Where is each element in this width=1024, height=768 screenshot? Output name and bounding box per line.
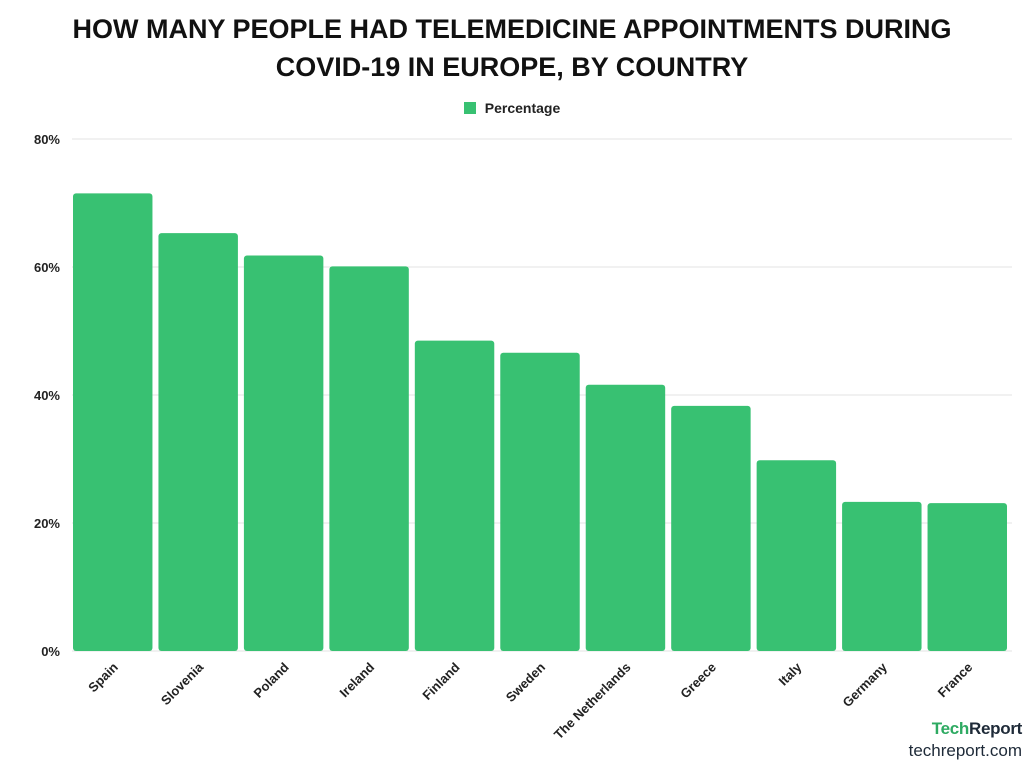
- bar-ireland: [329, 266, 409, 651]
- legend-swatch: [463, 102, 476, 114]
- bar-france: [927, 503, 1007, 651]
- bar-greece: [671, 405, 751, 651]
- x-tick-label-2: Poland: [251, 659, 292, 700]
- bar-sweden: [500, 352, 580, 651]
- brand-logo: TechReport: [909, 718, 1023, 740]
- x-tick-label-6: The Netherlands: [551, 660, 634, 743]
- y-tick-label-0: 0%: [41, 644, 60, 659]
- brand-url: techreport.com: [908, 741, 1022, 760]
- x-tick-label-10: France: [935, 660, 976, 701]
- x-tick-label-0: Spain: [85, 659, 121, 695]
- chart-legend: Percentage: [0, 100, 1024, 116]
- y-tick-label-4: 80%: [34, 132, 60, 147]
- bar-the-netherlands: [585, 384, 666, 651]
- bar-italy: [756, 460, 837, 651]
- x-tick-label-8: Italy: [775, 659, 805, 689]
- y-tick-label-3: 60%: [34, 260, 60, 275]
- y-tick-label-1: 20%: [34, 516, 60, 531]
- x-tick-label-3: Ireland: [336, 659, 377, 700]
- brand-logo-report: Report: [969, 719, 1022, 738]
- bar-spain: [73, 193, 153, 651]
- x-tick-label-5: Sweden: [503, 659, 548, 704]
- legend-label: Percentage: [484, 100, 561, 116]
- chart-title-line-2: COVID-19 IN EUROPE, BY COUNTRY: [275, 52, 749, 82]
- x-tick-label-1: Slovenia: [158, 659, 207, 708]
- bar-slovenia: [158, 233, 238, 651]
- x-tick-label-4: Finland: [419, 659, 462, 702]
- x-tick-label-9: Germany: [839, 659, 890, 710]
- y-tick-label-2: 40%: [34, 388, 60, 403]
- chart-title-line-1: HOW MANY PEOPLE HAD TELEMEDICINE APPOINT…: [72, 14, 952, 44]
- brand-watermark: TechReport techreport.com: [908, 718, 1023, 762]
- bar-poland: [243, 255, 324, 652]
- bar-finland: [414, 340, 495, 651]
- x-tick-label-7: Greece: [677, 660, 719, 702]
- brand-logo-tech: Tech: [931, 719, 970, 738]
- chart-title: HOW MANY PEOPLE HAD TELEMEDICINE APPOINT…: [0, 10, 1024, 86]
- bar-germany: [842, 501, 922, 651]
